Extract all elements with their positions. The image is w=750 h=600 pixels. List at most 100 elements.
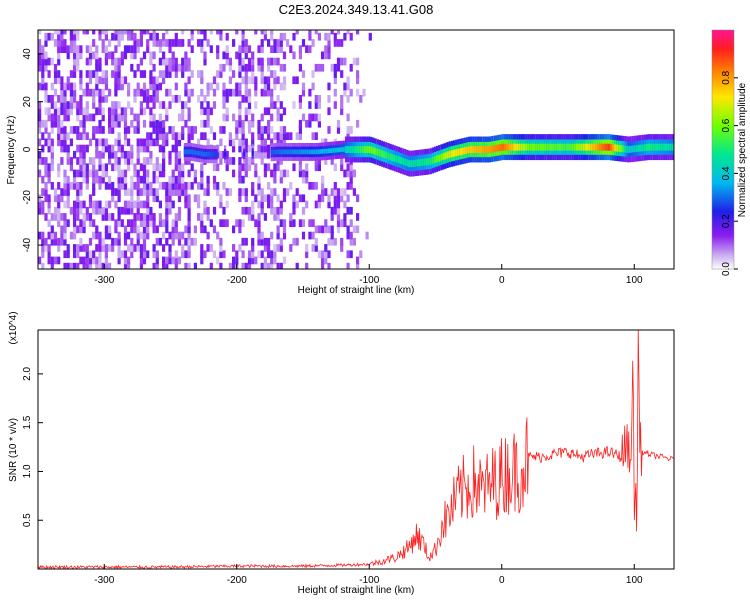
spectrogram-ridge-cell — [531, 143, 534, 151]
spectrogram-cell — [289, 219, 293, 227]
spectrogram-cell — [219, 262, 223, 269]
spectrogram-cell — [336, 119, 341, 128]
spectrogram-cell — [111, 244, 115, 252]
spectrogram-cell — [88, 213, 93, 221]
spectrogram-cell — [60, 225, 64, 234]
spectrogram-cell — [238, 169, 242, 178]
spectrogram-cell — [270, 101, 274, 109]
spectrogram-y-tick-label: 20 — [22, 96, 33, 108]
spectrogram-cell — [187, 138, 191, 147]
spectrogram-ridge-cell — [202, 151, 205, 157]
spectrogram-cell — [340, 237, 344, 246]
spectrogram-cell — [50, 182, 54, 190]
spectrogram-cell — [53, 188, 58, 196]
spectrogram-cell — [225, 157, 229, 165]
spectrogram-cell — [120, 144, 124, 153]
spectrogram-cell — [260, 188, 264, 196]
spectrogram-cell — [168, 182, 172, 190]
spectrogram-ridge-cell — [209, 151, 212, 157]
spectrogram-ridge-cell — [499, 144, 502, 151]
spectrogram-cell — [41, 206, 45, 215]
spectrogram-cell — [174, 95, 178, 103]
spectrogram-cell — [127, 163, 131, 172]
spectrogram-cell — [301, 219, 306, 227]
spectrogram-cell — [263, 82, 267, 91]
spectrogram-cell — [165, 206, 169, 215]
spectrogram-cell — [244, 39, 248, 47]
spectrogram-cell — [47, 231, 51, 240]
spectrogram-cell — [301, 194, 306, 203]
spectrogram-cell — [165, 200, 169, 209]
snr-series — [38, 330, 674, 569]
spectrogram-ridge-cell — [559, 143, 562, 151]
spectrogram-cell — [108, 113, 112, 122]
spectrogram-cell — [44, 163, 48, 172]
spectrogram-cell — [346, 126, 350, 134]
spectrogram-cell — [127, 30, 131, 35]
spectrogram-cell — [235, 126, 239, 134]
spectrogram-cell — [279, 157, 283, 165]
spectrogram-cell — [117, 163, 121, 172]
spectrogram-ridge-cell — [482, 146, 485, 153]
spectrogram-cell — [206, 107, 210, 116]
spectrogram-cell — [130, 175, 134, 184]
spectrogram-cell — [254, 194, 258, 203]
spectrogram-cell — [216, 182, 220, 190]
spectrogram-cell — [340, 70, 344, 78]
spectrogram-ridge-cell — [391, 154, 394, 161]
spectrogram-cell — [123, 182, 128, 190]
spectrogram-cell — [267, 57, 271, 66]
spectrogram-cell — [206, 188, 210, 196]
spectrogram-cell — [270, 57, 274, 66]
spectrogram-cell — [352, 188, 356, 196]
spectrogram-cell — [130, 157, 134, 165]
spectrogram-cell — [66, 51, 70, 60]
spectrogram-ridge-cell — [285, 149, 288, 155]
spectrogram-cell — [111, 188, 115, 196]
spectrogram-cell — [152, 82, 156, 91]
spectrogram-cell — [47, 219, 51, 227]
spectrogram-cell — [321, 225, 325, 234]
spectrogram-cell — [76, 32, 80, 41]
spectrogram-cell — [152, 119, 156, 128]
spectrogram-cell — [222, 101, 226, 109]
spectrogram-cell — [162, 126, 166, 134]
spectrogram-ridge-cell — [408, 160, 411, 168]
spectrogram-cell — [327, 39, 331, 47]
spectrogram-cell — [82, 88, 86, 97]
spectrogram-cell — [44, 237, 48, 246]
spectrogram-cell — [38, 107, 42, 116]
spectrogram-cell — [149, 51, 153, 60]
spectrogram-cell — [225, 188, 229, 196]
spectrogram-cell — [88, 88, 93, 97]
spectrogram-cell — [193, 262, 197, 269]
spectrogram-cell — [324, 256, 328, 265]
spectrogram-cell — [171, 188, 175, 196]
spectrogram-ridge-cell — [514, 143, 517, 151]
spectrogram-cell — [241, 206, 245, 215]
spectrogram-cell — [349, 88, 353, 97]
spectrogram-cell — [73, 250, 77, 259]
spectrogram-cell — [247, 163, 252, 172]
spectrogram-cell — [57, 219, 61, 227]
spectrogram-cell — [251, 138, 255, 147]
spectrogram-ridge-cell — [427, 158, 430, 166]
spectrogram-cell — [349, 219, 353, 227]
spectrogram-cell — [321, 63, 325, 72]
spectrogram-cell — [66, 219, 70, 227]
spectrogram-cell — [73, 175, 77, 184]
spectrogram-cell — [50, 163, 54, 172]
spectrogram-cell — [136, 169, 140, 178]
spectrogram-cell — [181, 175, 185, 184]
spectrogram-ridge-cell — [512, 143, 515, 151]
spectrogram-cell — [101, 163, 105, 172]
spectrogram-cell — [53, 237, 58, 246]
spectrogram-cell — [228, 76, 232, 85]
spectrogram-cell — [95, 244, 99, 252]
spectrogram-cell — [158, 144, 162, 153]
spectrogram-cell — [279, 126, 283, 134]
spectrogram-cell — [136, 225, 140, 234]
spectrogram-cell — [47, 113, 51, 122]
spectrogram-cell — [76, 30, 80, 35]
